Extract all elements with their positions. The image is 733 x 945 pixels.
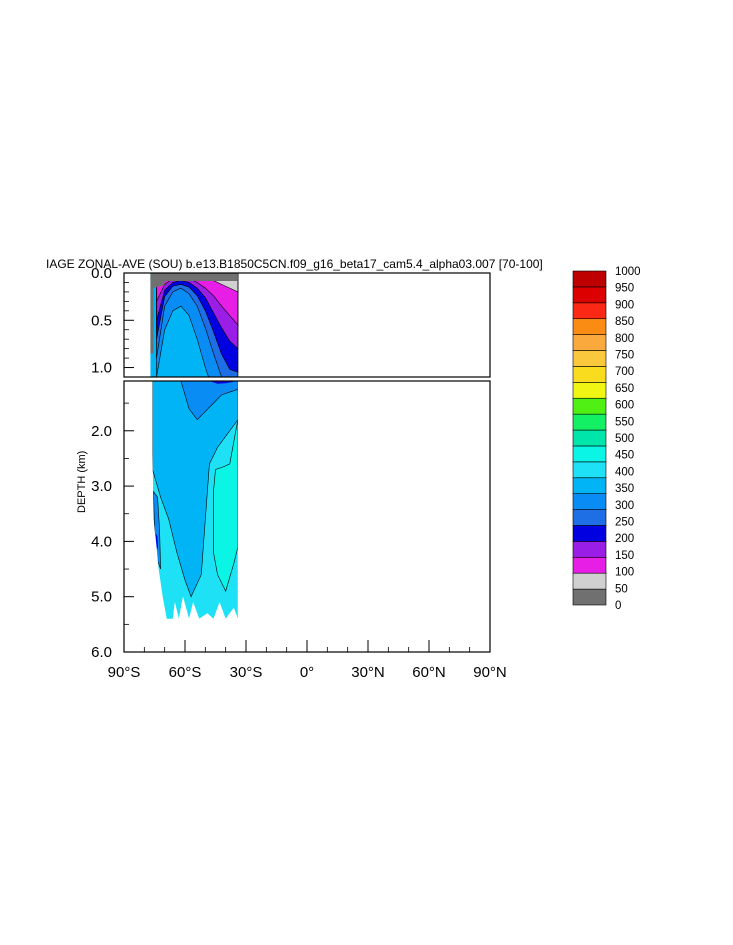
colorbar-swatch: [572, 286, 607, 304]
y-tick-label: 6.0: [91, 644, 112, 661]
colorbar-label: 650: [615, 383, 634, 395]
x-tick-label: 90°S: [108, 664, 141, 681]
colorbar-swatch: [572, 541, 607, 558]
colorbar-swatch: [572, 525, 607, 542]
x-tick-label: 90°N: [473, 664, 507, 681]
y-tick-label: 4.0: [91, 533, 112, 550]
colorbar-swatch: [572, 572, 607, 590]
axis-ticks: 90°S 60°S 30°S 0° 30°N 60°N 90°N 0.0 0.5 1.0 2.0 3.…: [91, 265, 507, 681]
iage-350-contour: [152, 381, 239, 598]
colorbar-label: 350: [615, 483, 634, 495]
y-tick-label: 2.0: [91, 423, 112, 440]
colorbar-swatch: [572, 556, 607, 574]
upper-panel-frame: [123, 272, 491, 378]
colorbar-label: 0: [615, 600, 621, 612]
colorbar-swatch: [572, 270, 607, 288]
colorbar-label: 100: [615, 567, 634, 579]
colorbar-label: 250: [615, 517, 634, 529]
colorbar-label: 700: [615, 366, 634, 378]
colorbar-label: 850: [615, 316, 634, 328]
colorbar-swatch: [572, 382, 607, 399]
colorbar-label: 600: [615, 400, 634, 412]
colorbar-swatch: [572, 334, 607, 351]
colorbar-swatch: [572, 493, 607, 510]
colorbar-swatch: [572, 445, 607, 463]
colorbar-label: 800: [615, 333, 634, 345]
colorbar-label: 200: [615, 533, 634, 545]
colorbar-swatch: [572, 477, 607, 494]
colorbar-swatch: [572, 318, 607, 335]
y-axis-label: DEPTH (km): [76, 451, 88, 513]
y-tick-label: 0.0: [91, 265, 112, 282]
iage-450-contour: [213, 419, 239, 592]
colorbar-label: 950: [615, 283, 634, 295]
iage-100-contour: [156, 273, 239, 326]
lower-depth-panel: [124, 381, 490, 652]
x-tick-label: 30°N: [351, 664, 385, 681]
colorbar-label: 900: [615, 299, 634, 311]
upper-depth-panel: [150, 273, 239, 377]
colorbar-label: 400: [615, 466, 634, 478]
chart-title: IAGE ZONAL-AVE (SOU) b.e13.B1850C5CN.f09…: [46, 257, 543, 271]
colorbar-label: 550: [615, 416, 634, 428]
antarctic-shelf-mask: [150, 273, 165, 354]
seafloor-mask: [124, 381, 490, 652]
y-tick-label: 0.5: [91, 312, 112, 329]
colorbar-label: 150: [615, 550, 634, 562]
x-tick-label: 60°S: [169, 664, 202, 681]
colorbar-swatch: [572, 397, 607, 415]
surface-gray-cap: [150, 273, 238, 281]
colorbar: 0 50 100 150 200 250 300 350 400 450 500 550 600 650 7…: [572, 266, 641, 612]
colorbar-label: 450: [615, 450, 634, 462]
colorbar-label: 300: [615, 500, 634, 512]
colorbar-swatch: [572, 509, 607, 526]
x-tick-label: 0°: [300, 664, 314, 681]
y-tick-label: 5.0: [91, 589, 112, 606]
colorbar-label: 750: [615, 350, 634, 362]
colorbar-swatch: [572, 366, 607, 383]
colorbar-swatch: [572, 461, 607, 479]
colorbar-swatch: [572, 350, 607, 367]
x-tick-label: 60°N: [412, 664, 446, 681]
iage-200-deep-patch: [155, 533, 159, 550]
colorbar-label: 50: [615, 583, 628, 595]
colorbar-label: 500: [615, 433, 634, 445]
colorbar-swatch: [572, 302, 607, 320]
colorbar-swatch: [572, 413, 607, 431]
x-tick-label: 30°S: [230, 664, 263, 681]
colorbar-swatch: [572, 429, 607, 447]
y-tick-label: 1.0: [91, 360, 112, 377]
colorbar-label: 1000: [615, 266, 641, 278]
iage-250-sliver: [209, 381, 238, 384]
colorbar-swatch: [572, 588, 607, 606]
y-tick-label: 3.0: [91, 478, 112, 495]
